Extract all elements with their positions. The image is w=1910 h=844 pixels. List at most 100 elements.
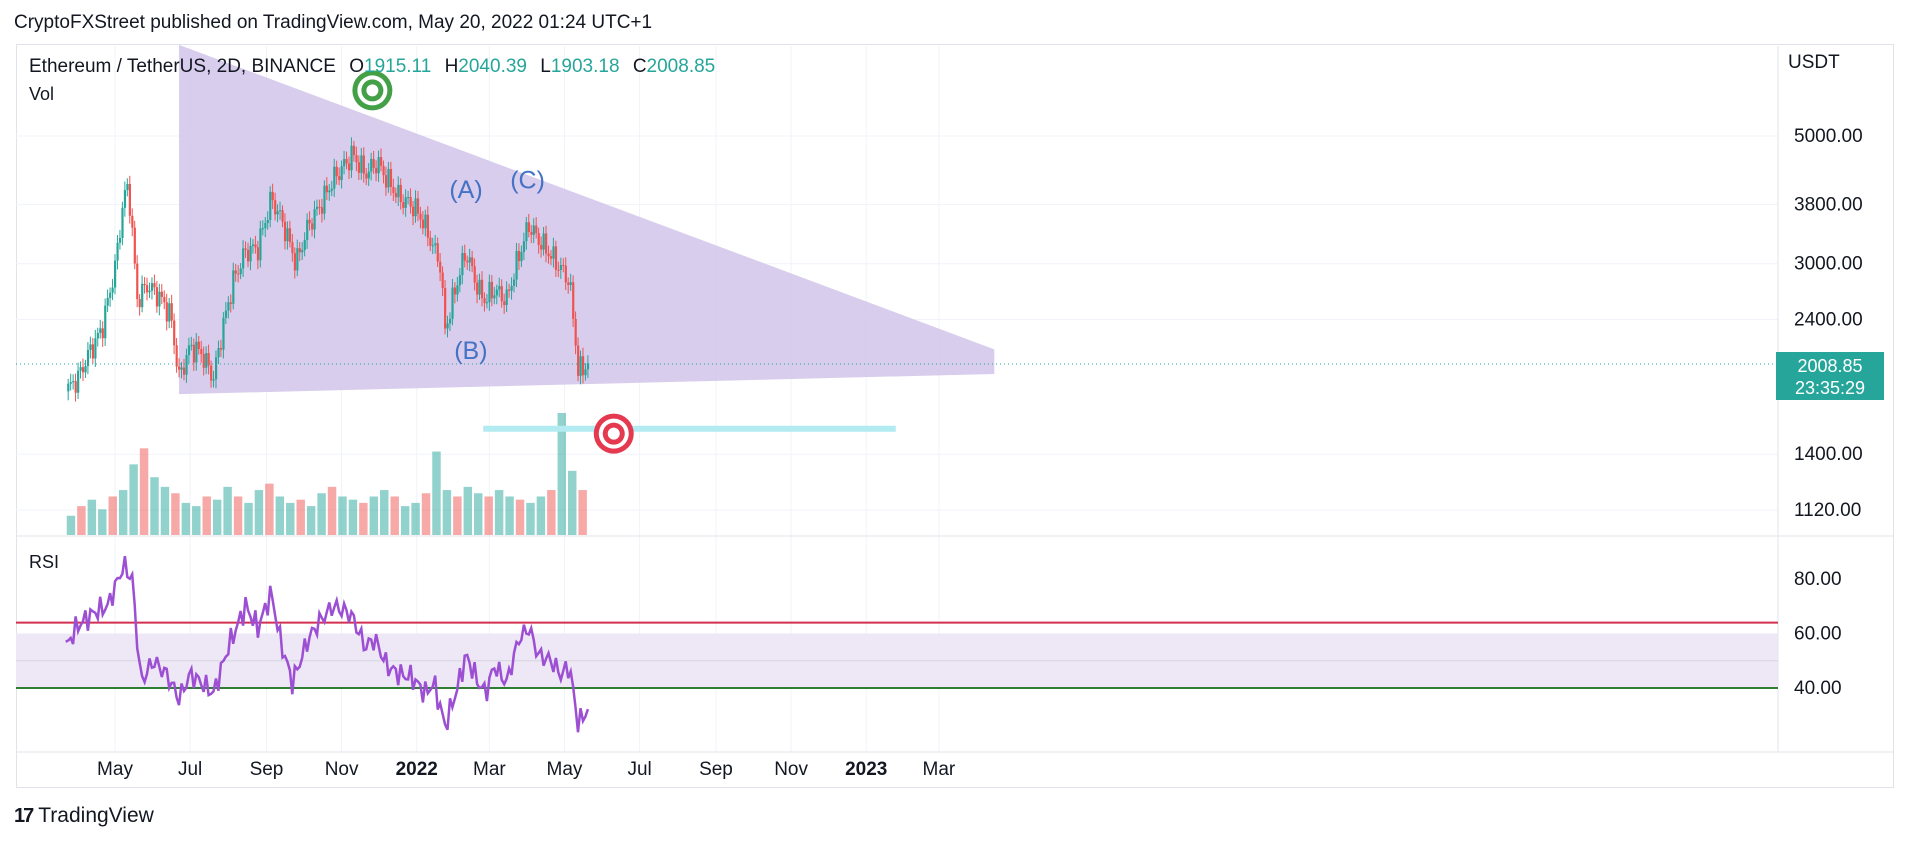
volume-label[interactable]: Vol <box>29 84 55 104</box>
candle-body <box>69 382 72 384</box>
candle-body <box>429 237 432 246</box>
candle-body <box>81 367 85 373</box>
candle-body <box>399 184 402 203</box>
red-target-icon-ring <box>607 427 620 440</box>
candle-body <box>281 210 284 222</box>
candle-body <box>224 310 228 318</box>
candle-body <box>84 366 87 373</box>
candle-body <box>515 250 518 280</box>
price-tick-label: 3000.00 <box>1794 254 1863 275</box>
volume-bar <box>578 490 587 535</box>
candle-body <box>421 219 425 229</box>
candle-body <box>468 257 471 263</box>
volume-bar <box>494 490 504 535</box>
candle-body <box>478 279 481 295</box>
candle-body <box>67 383 70 392</box>
candle-body <box>232 270 235 304</box>
candle-body <box>131 215 134 228</box>
volume-bar <box>233 496 243 535</box>
volume-bar <box>463 486 473 535</box>
volume-bar <box>484 496 493 535</box>
wave-label: (B) <box>454 337 487 365</box>
candle-body <box>352 145 356 156</box>
candle-body <box>109 292 112 298</box>
candle-body <box>562 265 565 267</box>
candle-body <box>249 245 252 262</box>
candle-body <box>569 282 572 285</box>
candle-body <box>261 228 264 230</box>
candle-body <box>552 246 555 259</box>
candle-body <box>86 349 90 367</box>
volume-bar <box>317 493 326 535</box>
candle-body <box>168 303 171 322</box>
volume-bar <box>338 496 347 535</box>
candle-body <box>202 354 205 368</box>
candle-body <box>163 296 166 303</box>
candle-body <box>414 198 417 217</box>
price-tick-label: 2400.00 <box>1794 309 1863 330</box>
candle-body <box>101 328 104 339</box>
candle-body <box>372 158 375 168</box>
candle-body <box>394 192 397 198</box>
symbol-legend: Ethereum / TetherUS, 2D, BINANCE O1915.1… <box>29 56 715 78</box>
price-tick-label: 1120.00 <box>1794 500 1861 521</box>
candle-body <box>480 279 484 299</box>
candle-body <box>133 227 136 264</box>
candle-body <box>451 287 454 319</box>
candle-body <box>424 214 427 229</box>
candle-body <box>123 190 127 208</box>
price-tick-label: 5000.00 <box>1794 126 1863 147</box>
candle-body <box>367 171 370 179</box>
candle-body <box>338 176 341 180</box>
candle-body <box>355 155 358 163</box>
candle-body <box>313 209 316 230</box>
volume-bar <box>390 496 399 535</box>
low-key: L <box>540 56 551 77</box>
candle-body <box>271 191 274 201</box>
candle-body <box>242 248 245 269</box>
candle-body <box>493 295 496 299</box>
time-tick-label: Mar <box>473 759 506 780</box>
candle-body <box>121 207 124 238</box>
candle-body <box>559 265 563 270</box>
volume-bar <box>411 502 420 535</box>
candle-body <box>446 323 449 329</box>
candle-body <box>328 190 331 193</box>
candle-body <box>146 285 149 293</box>
candle-body <box>384 175 388 188</box>
footer-brand[interactable]: 17 TradingView <box>14 804 154 828</box>
candle-body <box>158 291 161 307</box>
rsi-label[interactable]: RSI <box>29 552 60 572</box>
candle-body <box>288 228 292 243</box>
candle-body <box>488 281 491 303</box>
candle-body <box>79 367 82 371</box>
volume-bar <box>359 502 368 535</box>
candle-body <box>520 252 523 262</box>
candle-body <box>397 184 400 198</box>
candle-body <box>187 345 191 356</box>
volume-bar <box>453 496 462 535</box>
volume-bar <box>77 506 86 535</box>
candle-body <box>537 233 540 245</box>
candle-body <box>205 353 208 368</box>
candle-body <box>77 370 80 393</box>
rsi-tick-label: 60.00 <box>1794 624 1842 645</box>
candle-body <box>210 365 213 381</box>
candle-body <box>335 166 338 177</box>
candle-body <box>380 157 383 166</box>
candle-body <box>320 207 324 214</box>
candle-body <box>207 353 210 366</box>
candle-body <box>311 223 314 230</box>
close-value: 2008.85 <box>646 56 716 77</box>
volume-bar <box>171 493 180 535</box>
volume-bar <box>442 490 452 535</box>
candle-body <box>527 222 530 233</box>
candle-body <box>274 200 277 215</box>
candle-body <box>190 344 193 346</box>
candle-body <box>266 219 269 224</box>
symbol-title[interactable]: Ethereum / TetherUS, 2D, BINANCE <box>29 56 336 77</box>
candle-body <box>148 290 151 293</box>
candle-body <box>229 302 232 304</box>
time-tick-label: 2023 <box>845 759 887 780</box>
rsi-line <box>65 556 590 733</box>
